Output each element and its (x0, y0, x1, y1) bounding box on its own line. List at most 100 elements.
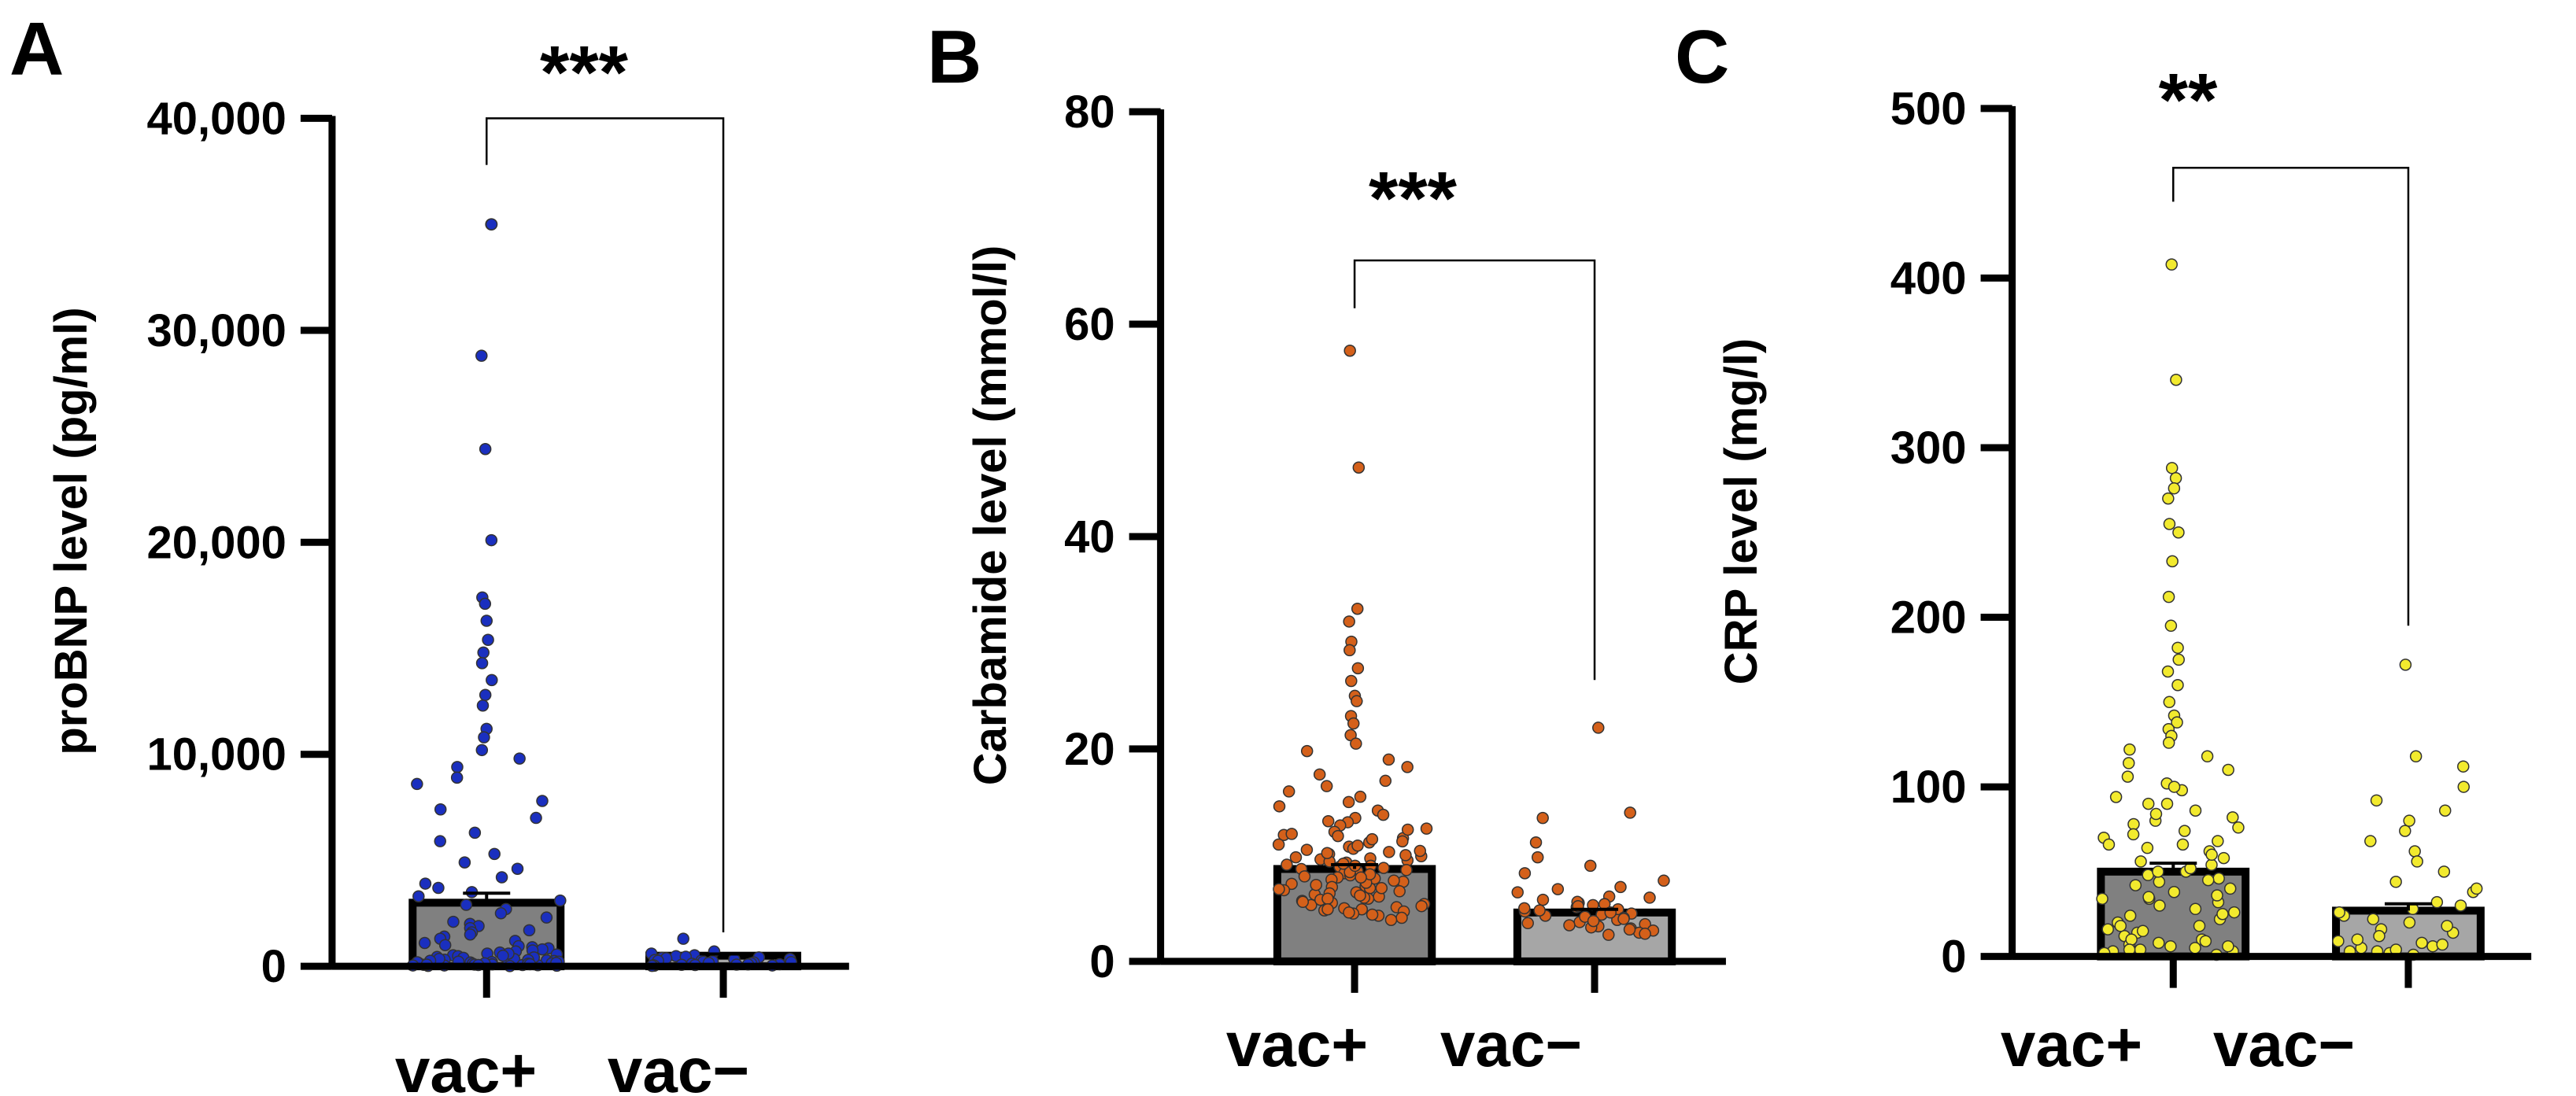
data-point (1298, 870, 1311, 883)
data-point (2212, 872, 2225, 885)
data-point (2199, 935, 2212, 947)
data-point (1587, 914, 1600, 928)
y-tick-label: 500 (1890, 83, 1967, 135)
data-point (2127, 817, 2140, 831)
data-point (1343, 615, 1355, 628)
data-point (1285, 828, 1298, 840)
data-point (486, 673, 498, 687)
data-point (2166, 555, 2179, 568)
data-point (479, 597, 492, 611)
data-point (2142, 869, 2154, 881)
y-tick-label: 400 (1890, 253, 1967, 304)
data-point (2211, 889, 2223, 902)
data-point (2141, 841, 2154, 854)
data-point (2123, 910, 2137, 922)
plot-area-c: 0 100 200 300 400 500 (1890, 83, 2532, 988)
data-point (482, 633, 494, 646)
data-point (1282, 785, 1295, 798)
data-point (2217, 851, 2230, 865)
data-point (485, 218, 498, 231)
data-point (530, 811, 542, 825)
data-point (2096, 892, 2108, 906)
data-point (1551, 883, 1565, 895)
data-point (2114, 920, 2127, 932)
data-point (2373, 930, 2386, 943)
data-point (1345, 674, 1358, 688)
data-point (2127, 828, 2140, 841)
panel-label-a: A (9, 7, 64, 91)
data-point (2142, 891, 2155, 903)
data-point (2227, 906, 2241, 919)
data-point (2163, 696, 2176, 709)
data-point (1352, 461, 1366, 474)
data-point (2134, 855, 2147, 868)
data-point (1377, 862, 1390, 874)
data-point (554, 894, 567, 907)
data-point (2122, 757, 2135, 769)
data-point (2169, 472, 2182, 485)
data-point (2193, 920, 2206, 932)
data-point (2411, 855, 2423, 868)
panel-a: A proBNP level (pg/ml) vac+ vac− *** 0 10… (9, 7, 849, 1096)
data-point (1531, 851, 1544, 864)
y-tick-label: 20 (1064, 724, 1115, 775)
data-point (1643, 891, 1656, 904)
data-point (1351, 662, 1365, 675)
data-point (677, 932, 689, 945)
data-point (1536, 811, 1549, 825)
y-tick-label: 20,000 (147, 517, 286, 568)
x-tick-label-vac-minus-a: vac− (608, 1035, 749, 1096)
data-point (1296, 895, 1310, 909)
data-point (1300, 744, 1314, 758)
data-point (2171, 641, 2184, 655)
data-point (2201, 873, 2215, 887)
data-point (1617, 913, 1630, 925)
x-tick-label-vac-minus-b: vac− (1440, 1009, 1582, 1079)
data-point (1320, 780, 1333, 792)
data-point (2172, 653, 2185, 666)
data-point (2153, 876, 2166, 888)
data-point (1347, 717, 1360, 730)
significance-marker-a: *** (540, 31, 629, 115)
y-tick-label: 30,000 (147, 305, 286, 356)
data-point (2409, 750, 2423, 763)
data-point (2399, 659, 2412, 671)
data-point (1355, 871, 1367, 884)
data-point (1375, 882, 1388, 895)
data-point (2403, 916, 2416, 929)
panel-label-b: B (927, 15, 981, 99)
y-axis-label-c: CRP level (mg/l) (1716, 338, 1767, 685)
data-point (438, 939, 452, 951)
data-point (2201, 750, 2214, 763)
y-tick-label: 60 (1064, 299, 1115, 350)
data-point (1384, 913, 1398, 926)
data-point (2172, 526, 2185, 539)
data-point (2389, 876, 2402, 888)
data-point (2109, 791, 2123, 803)
data-point (1321, 847, 1334, 859)
plot-area-a: 0 10,000 20,000 30,000 40,000 (147, 93, 849, 998)
data-point (468, 826, 482, 840)
data-point (2457, 760, 2470, 773)
data-point (2164, 619, 2178, 633)
y-axis-label-a: proBNP level (pg/ml) (46, 307, 97, 755)
data-point (2437, 865, 2451, 878)
data-point (1281, 858, 1293, 871)
data-point (477, 646, 490, 659)
data-point (2189, 902, 2202, 916)
data-point (1415, 899, 1428, 913)
data-point (2153, 936, 2165, 950)
data-point (1614, 880, 1627, 894)
data-point (476, 699, 490, 712)
y-tick-label: 40,000 (147, 93, 286, 144)
data-point (1536, 893, 1550, 906)
data-point (540, 911, 553, 924)
data-point (2205, 858, 2218, 871)
data-point (1584, 859, 1597, 873)
data-point (1310, 878, 1322, 891)
data-point (411, 777, 423, 791)
data-point (495, 871, 508, 884)
data-point (1658, 874, 1670, 888)
data-point (2142, 797, 2155, 810)
data-point (2160, 797, 2174, 810)
